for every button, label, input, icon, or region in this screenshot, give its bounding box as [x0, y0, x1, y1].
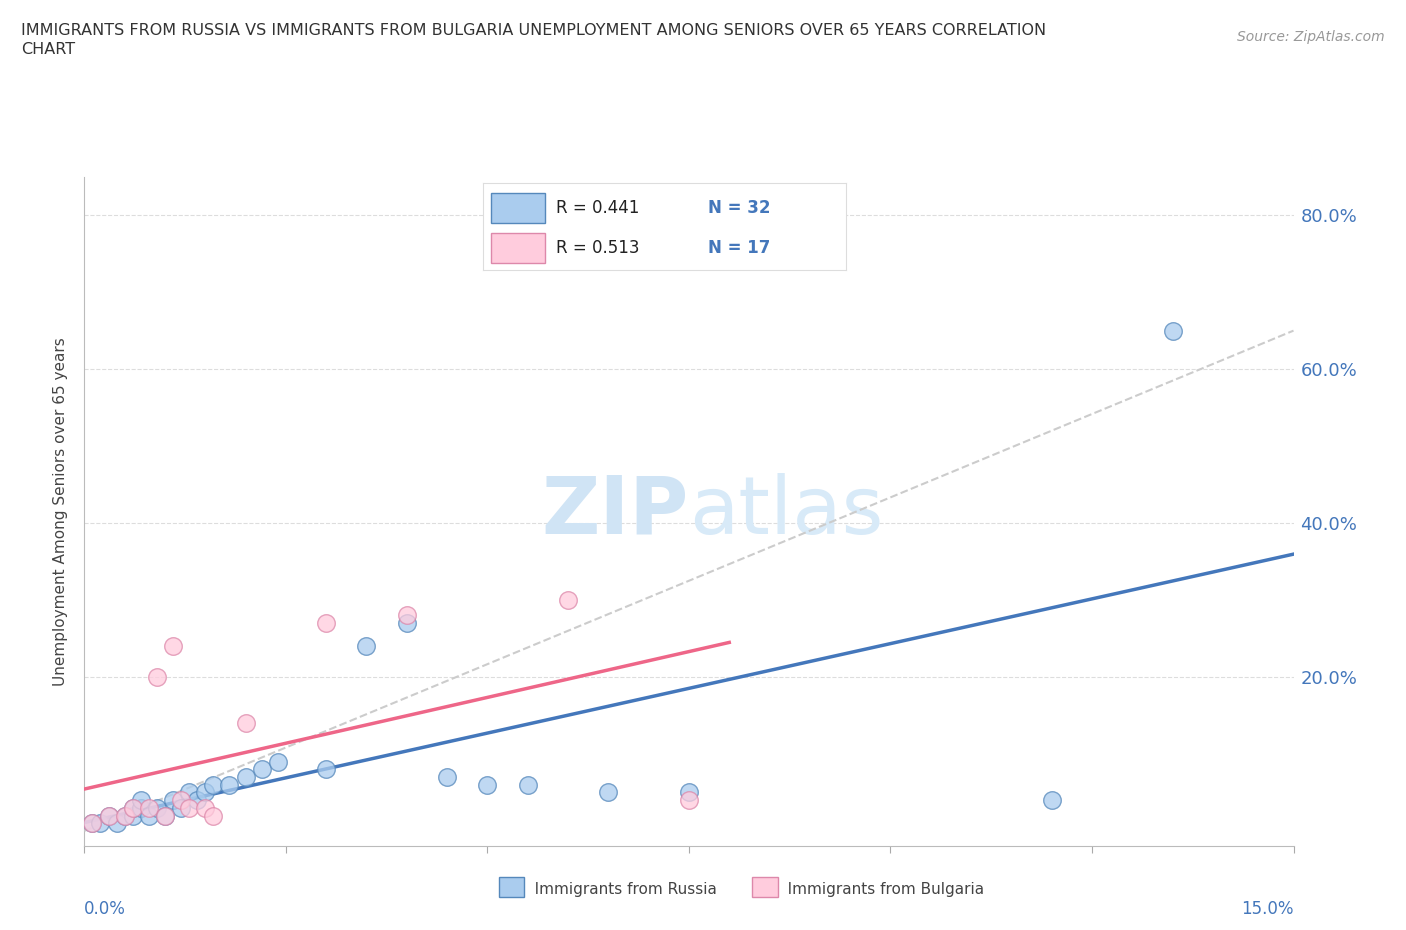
Point: [557, 592, 579, 607]
Point: [146, 670, 169, 684]
Point: [1161, 324, 1184, 339]
Point: [153, 808, 176, 823]
Point: [129, 792, 152, 807]
Point: [678, 785, 700, 800]
Text: Immigrants from Bulgaria: Immigrants from Bulgaria: [773, 883, 984, 897]
Point: [395, 616, 418, 631]
Point: [114, 808, 136, 823]
Point: [678, 792, 700, 807]
Point: [179, 801, 201, 816]
Text: Source: ZipAtlas.com: Source: ZipAtlas.com: [1237, 30, 1385, 44]
Point: [1040, 792, 1063, 807]
Point: [89, 816, 111, 830]
Point: [97, 808, 120, 823]
Point: [194, 785, 217, 800]
Point: [356, 639, 378, 654]
Point: [170, 792, 193, 807]
Point: [82, 816, 104, 830]
Point: [114, 808, 136, 823]
Point: [138, 801, 160, 816]
Text: Immigrants from Russia: Immigrants from Russia: [520, 883, 717, 897]
Point: [516, 777, 538, 792]
Point: [235, 716, 257, 731]
Point: [129, 801, 152, 816]
Point: [250, 762, 273, 777]
Point: [477, 777, 499, 792]
Text: 15.0%: 15.0%: [1241, 900, 1294, 918]
Point: [218, 777, 240, 792]
Point: [153, 808, 176, 823]
Point: [186, 792, 208, 807]
Point: [105, 816, 128, 830]
Point: [146, 801, 169, 816]
Point: [138, 808, 160, 823]
Point: [598, 785, 620, 800]
Point: [202, 808, 225, 823]
Y-axis label: Unemployment Among Seniors over 65 years: Unemployment Among Seniors over 65 years: [53, 338, 69, 686]
Text: CHART: CHART: [21, 42, 75, 57]
Text: 0.0%: 0.0%: [84, 900, 127, 918]
Point: [202, 777, 225, 792]
Point: [82, 816, 104, 830]
Point: [121, 801, 143, 816]
Text: IMMIGRANTS FROM RUSSIA VS IMMIGRANTS FROM BULGARIA UNEMPLOYMENT AMONG SENIORS OV: IMMIGRANTS FROM RUSSIA VS IMMIGRANTS FRO…: [21, 23, 1046, 38]
Point: [162, 792, 184, 807]
Point: [97, 808, 120, 823]
Point: [194, 801, 217, 816]
Point: [315, 762, 337, 777]
Text: atlas: atlas: [689, 472, 883, 551]
Point: [235, 770, 257, 785]
Point: [121, 808, 143, 823]
Point: [395, 608, 418, 623]
Point: [162, 639, 184, 654]
Point: [436, 770, 458, 785]
Text: ZIP: ZIP: [541, 472, 689, 551]
Point: [315, 616, 337, 631]
Point: [179, 785, 201, 800]
Point: [267, 754, 290, 769]
Point: [170, 801, 193, 816]
Point: [121, 801, 143, 816]
